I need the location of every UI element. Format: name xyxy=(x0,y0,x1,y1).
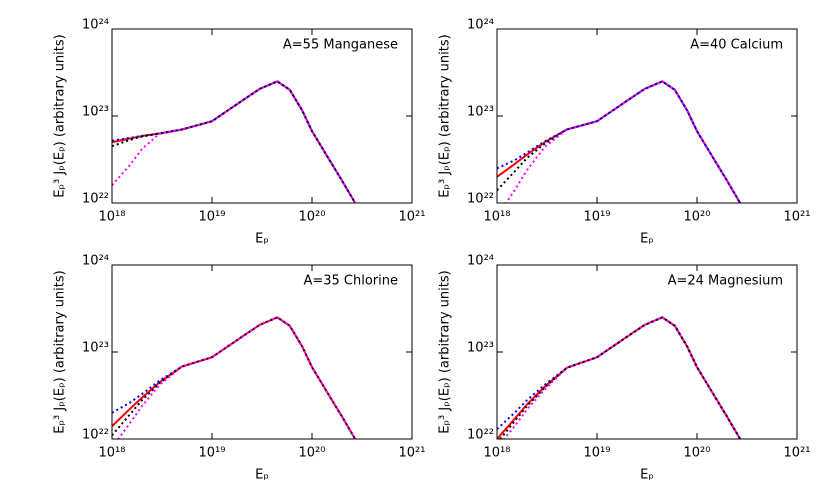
series-line xyxy=(112,80,357,203)
plot-lines xyxy=(112,80,357,203)
plot-frame xyxy=(111,28,413,204)
y-tick-label: 10²⁴ xyxy=(467,18,494,33)
x-tick-label: 10¹⁹ xyxy=(199,446,226,461)
x-tick-label: 10²⁰ xyxy=(299,210,326,225)
series-line xyxy=(112,80,357,203)
x-tick-label: 10¹⁹ xyxy=(584,210,611,225)
x-tick-label: 10²¹ xyxy=(399,446,426,461)
series-line xyxy=(497,80,742,203)
plot-frame xyxy=(496,264,798,440)
x-tick-label: 10¹⁸ xyxy=(99,210,126,225)
y-tick-label: 10²² xyxy=(467,428,494,443)
plot-lines xyxy=(497,316,742,439)
y-tick-label: 10²³ xyxy=(467,341,494,356)
y-tick-label: 10²⁴ xyxy=(467,254,494,269)
y-axis-label: Eₚ³ Jₚ(Eₚ) (arbitrary units) xyxy=(53,34,68,197)
x-axis-label: Eₚ xyxy=(255,232,269,247)
y-tick-label: 10²⁴ xyxy=(82,254,109,269)
annotation: A=55 Manganese xyxy=(283,38,398,53)
x-tick-label: 10²¹ xyxy=(399,210,426,225)
x-axis-label: Eₚ xyxy=(640,468,654,483)
x-tick-label: 10²¹ xyxy=(784,210,811,225)
plot-frame xyxy=(111,264,413,440)
x-tick-label: 10²⁰ xyxy=(684,446,711,461)
series-line xyxy=(502,316,742,439)
y-tick-label: 10²⁴ xyxy=(82,18,109,33)
series-line xyxy=(117,316,357,439)
x-axis-label: Eₚ xyxy=(640,232,654,247)
y-tick-label: 10²² xyxy=(82,192,109,207)
x-tick-label: 10¹⁸ xyxy=(99,446,126,461)
plot-frame xyxy=(496,28,798,204)
y-tick-label: 10²³ xyxy=(467,105,494,120)
x-tick-label: 10²⁰ xyxy=(299,446,326,461)
series-line xyxy=(498,316,742,439)
panel: 10¹⁸ 10¹⁹ 10²⁰ 10²¹ 10²² 10²³ 10²⁴ A=40 Calcium… xyxy=(438,18,811,247)
y-tick-label: 10²³ xyxy=(82,341,109,356)
x-axis-label: Eₚ xyxy=(255,468,269,483)
plot-lines xyxy=(497,80,742,203)
panel: 10¹⁸ 10¹⁹ 10²⁰ 10²¹ 10²² 10²³ 10²⁴ A=24 Magnesi… xyxy=(438,254,811,483)
y-tick-label: 10²² xyxy=(82,428,109,443)
panel: 10¹⁸ 10¹⁹ 10²⁰ 10²¹ 10²² 10²³ 10²⁴ A=35 Chlorin… xyxy=(53,254,426,483)
x-tick-label: 10²¹ xyxy=(784,446,811,461)
x-tick-label: 10¹⁹ xyxy=(584,446,611,461)
x-tick-label: 10¹⁸ xyxy=(484,210,511,225)
series-line xyxy=(504,80,742,203)
panel: 10¹⁸ 10¹⁹ 10²⁰ 10²¹ 10²² 10²³ 10²⁴ A=55 Mangane… xyxy=(53,18,426,247)
x-tick-label: 10²⁰ xyxy=(684,210,711,225)
plot-lines xyxy=(112,316,357,439)
annotation: A=24 Magnesium xyxy=(668,274,783,289)
annotation: A=35 Chlorine xyxy=(303,274,398,289)
y-axis-label: Eₚ³ Jₚ(Eₚ) (arbitrary units) xyxy=(438,34,453,197)
y-axis-label: Eₚ³ Jₚ(Eₚ) (arbitrary units) xyxy=(53,270,68,433)
y-axis-label: Eₚ³ Jₚ(Eₚ) (arbitrary units) xyxy=(438,270,453,433)
x-tick-label: 10¹⁸ xyxy=(484,446,511,461)
y-tick-label: 10²² xyxy=(467,192,494,207)
x-tick-label: 10¹⁹ xyxy=(199,210,226,225)
annotation: A=40 Calcium xyxy=(690,38,783,53)
series-line xyxy=(112,80,357,203)
y-tick-label: 10²³ xyxy=(82,105,109,120)
